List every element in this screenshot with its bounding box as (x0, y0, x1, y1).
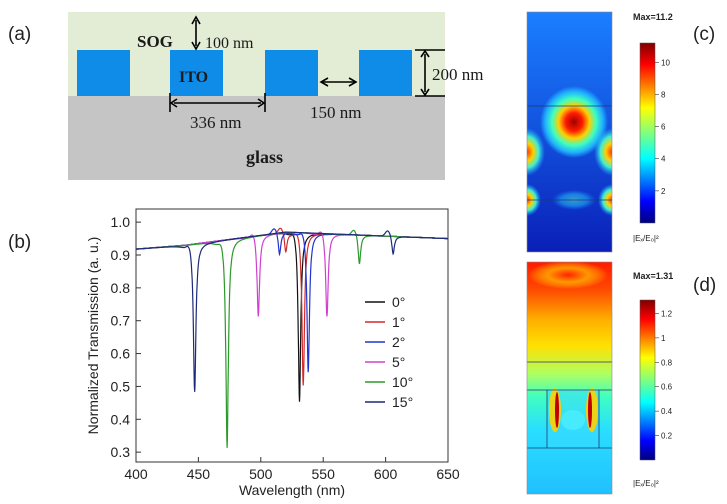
chart-curves (136, 227, 448, 448)
dim-150nm-label: 150 nm (310, 103, 361, 122)
panel-a-label: (a) (8, 24, 32, 45)
ito-block (359, 50, 412, 96)
x-axis-label: Wavelength (nm) (239, 482, 345, 498)
y-tick-label: 0.8 (111, 280, 131, 296)
ito-label: ITO (179, 69, 208, 86)
max-label-c: Max=11.2 (633, 12, 673, 22)
y-tick-label: 0.4 (111, 411, 131, 427)
chart-ticks: 400 450 500 550 600 650 0.3 0.4 0.5 0.6 0.7 0.8 0.9 1… (111, 214, 460, 482)
colorbar-tick-label: 6 (661, 123, 666, 132)
y-tick-label: 1.0 (111, 214, 131, 230)
x-tick-label: 600 (374, 466, 398, 482)
colorbar-label-c: |Eₓ/E₀|² (633, 234, 659, 243)
colorbar-c (639, 42, 656, 224)
y-tick-label: 0.6 (111, 346, 131, 362)
x-tick-label: 400 (124, 466, 148, 482)
field-map-c-image (527, 12, 612, 252)
x-tick-label: 500 (249, 466, 273, 482)
colorbar-tick-label: 1 (661, 334, 666, 343)
panel-d-label: (d) (693, 275, 717, 296)
dimension-arrows (169, 15, 445, 112)
colorbar-tick-label: 0.6 (661, 383, 673, 392)
colorbar-ticks-d: 1.2 1 0.8 0.6 0.4 0.2 (655, 309, 673, 441)
ito-block (265, 50, 318, 96)
colorbar-ticks-c: 10 8 6 4 2 (655, 58, 670, 196)
legend-entry: 15° (392, 394, 413, 410)
colorbar-tick-label: 0.4 (661, 407, 673, 416)
colorbar-tick-label: 10 (661, 58, 670, 67)
colorbar-d (639, 299, 656, 461)
legend-entry: 2° (392, 334, 405, 350)
dim-200nm-label: 200 nm (432, 65, 483, 84)
field-map-d-image (527, 262, 612, 494)
colorbar-tick-label: 1.2 (661, 309, 673, 318)
glass-label: glass (246, 147, 283, 167)
panel-b-label: (b) (8, 232, 32, 253)
colorbar-tick-label: 8 (661, 90, 666, 99)
ito-block (170, 50, 223, 96)
ito-block (77, 50, 130, 96)
legend-entry: 0° (392, 294, 405, 310)
y-tick-label: 0.5 (111, 378, 131, 394)
y-axis-label: Normalized Transmission (a. u.) (85, 237, 101, 435)
x-tick-label: 450 (187, 466, 211, 482)
dim-100nm-label: 100 nm (205, 35, 254, 52)
colorbar-tick-label: 0.8 (661, 358, 673, 367)
legend-entry: 1° (392, 314, 405, 330)
dim-336nm-label: 336 nm (190, 113, 241, 132)
x-tick-label: 550 (312, 466, 336, 482)
panel-c-label: (c) (693, 24, 716, 45)
sog-label: SOG (137, 32, 173, 51)
colorbar-tick-label: 0.2 (661, 432, 673, 441)
x-tick-label: 650 (436, 466, 460, 482)
colorbar-label-d: |Eₓ/E₀|² (633, 479, 659, 488)
colorbar-tick-label: 2 (661, 187, 666, 196)
chart-legend: 0° 1° 2° 5° 10° 15° (365, 294, 413, 410)
glass-substrate (68, 96, 445, 180)
legend-entry: 10° (392, 374, 413, 390)
y-tick-label: 0.3 (111, 444, 131, 460)
series-line (136, 230, 448, 392)
legend-entry: 5° (392, 354, 405, 370)
plot-frame (135, 208, 449, 463)
y-tick-label: 0.9 (111, 247, 131, 263)
max-label-d: Max=1.31 (633, 271, 673, 281)
y-tick-label: 0.7 (111, 313, 131, 329)
colorbar-tick-label: 4 (661, 155, 666, 164)
